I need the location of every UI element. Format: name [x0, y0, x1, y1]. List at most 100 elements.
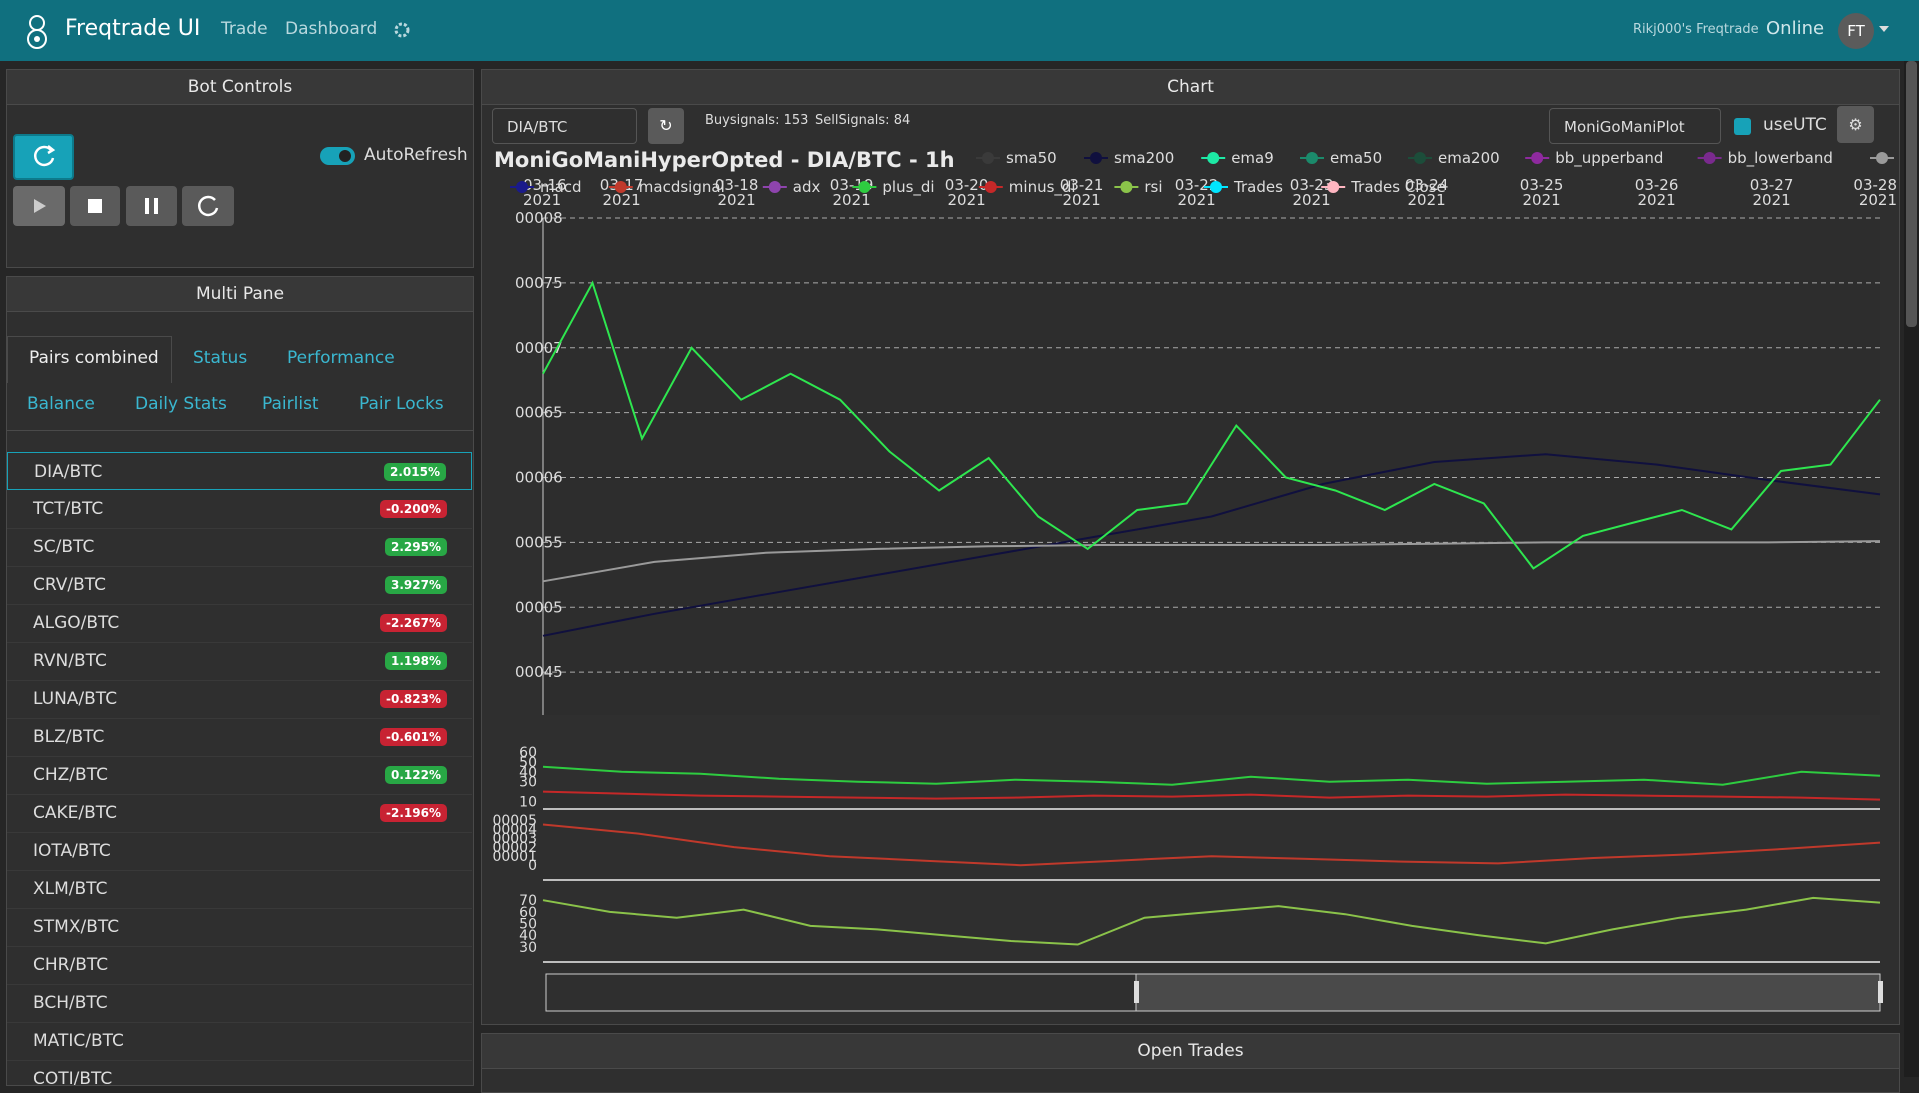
- legend-label: ema200: [1438, 149, 1500, 167]
- tab[interactable]: Daily Stats: [135, 394, 227, 414]
- profit-badge: -0.200%: [380, 500, 447, 518]
- settings-button[interactable]: ⚙: [1837, 106, 1874, 143]
- strategy-select[interactable]: MoniGoManiPlot: [1549, 108, 1721, 144]
- pair-row[interactable]: IOTA/BTC: [7, 832, 472, 871]
- card-title: Multi Pane: [7, 277, 473, 312]
- pair-row[interactable]: CHR/BTC: [7, 946, 472, 985]
- pane-tick-label: 0: [528, 858, 537, 874]
- pair-list: DIA/BTC 2.015% TCT/BTC -0.200% SC/BTC 2.295% C…: [7, 452, 473, 1086]
- pair-row[interactable]: CHZ/BTC 0.122%: [7, 756, 472, 795]
- pair-row[interactable]: BLZ/BTC -0.601%: [7, 718, 472, 757]
- x-tick-date: 03-18: [715, 176, 759, 194]
- x-tick-year: 2021: [1178, 191, 1216, 209]
- tab[interactable]: Pair Locks: [359, 394, 444, 414]
- start-button[interactable]: [13, 186, 65, 226]
- legend-label: plus_di: [882, 178, 934, 197]
- legend-marker: [1414, 152, 1426, 164]
- x-tick-year: 2021: [1859, 191, 1897, 209]
- legend-label: macd: [540, 178, 582, 196]
- stop-button[interactable]: [70, 186, 120, 226]
- tab[interactable]: Status: [193, 348, 248, 368]
- y-tick-label: 00006: [515, 469, 563, 487]
- brand[interactable]: Freqtrade UI: [65, 16, 201, 41]
- pair-name: XLM/BTC: [33, 879, 108, 899]
- refresh-button[interactable]: [13, 134, 74, 180]
- pause-button[interactable]: [126, 186, 177, 226]
- icon: [197, 195, 219, 217]
- pane-tick-label: 40: [519, 928, 537, 944]
- pair-row[interactable]: CAKE/BTC -2.196%: [7, 794, 472, 833]
- legend-label: Trades Close: [1350, 178, 1446, 196]
- scroll-thumb[interactable]: [1906, 61, 1917, 327]
- pane-tick-label: 00005: [492, 813, 537, 829]
- pair-name: LUNA/BTC: [33, 689, 118, 709]
- tab[interactable]: Balance: [27, 394, 95, 414]
- y-tick-label: 00007: [515, 339, 563, 357]
- pair-row[interactable]: MATIC/BTC: [7, 1022, 472, 1061]
- avatar[interactable]: FT: [1838, 13, 1874, 49]
- pair-select[interactable]: DIA/BTC: [492, 108, 637, 144]
- utc-checkbox[interactable]: [1734, 118, 1751, 135]
- tab-divider: [7, 430, 473, 431]
- tab[interactable]: Performance: [287, 348, 395, 368]
- pair-row[interactable]: XLM/BTC: [7, 870, 472, 909]
- tab[interactable]: Pairs combined: [29, 348, 159, 368]
- legend-marker: [984, 181, 997, 193]
- legend-label: ema9: [1231, 149, 1274, 167]
- pair-row[interactable]: LUNA/BTC -0.823%: [7, 680, 472, 719]
- legend-label: macdsignal: [639, 178, 725, 196]
- legend-marker: [1531, 152, 1544, 164]
- tab[interactable]: Pairlist: [262, 394, 319, 414]
- x-tick-date: 03-16: [523, 176, 567, 194]
- y-tick-label: 00005: [515, 598, 563, 616]
- pair-name: CHR/BTC: [33, 955, 109, 975]
- pair-row[interactable]: STMX/BTC: [7, 908, 472, 947]
- pair-name: BCH/BTC: [33, 993, 108, 1013]
- pair-name: RVN/BTC: [33, 651, 107, 671]
- icon: [33, 145, 56, 167]
- x-tick-year: 2021: [1753, 191, 1791, 209]
- legend-marker: [516, 181, 528, 193]
- legend-marker: [1207, 152, 1220, 164]
- slider-handle: [1134, 981, 1139, 1003]
- legend-marker: [768, 181, 781, 193]
- chart-refresh[interactable]: ↻: [648, 108, 684, 144]
- reload-button[interactable]: [182, 186, 234, 226]
- legend-marker: [1090, 152, 1102, 164]
- x-tick-date: 03-26: [1635, 176, 1679, 194]
- toggle[interactable]: [320, 147, 355, 165]
- pair-row[interactable]: RVN/BTC 1.198%: [7, 642, 472, 681]
- pair-row[interactable]: BCH/BTC: [7, 984, 472, 1023]
- theme-toggle[interactable]: [393, 21, 411, 39]
- bot-controls: Bot Controls AutoRefresh: [6, 69, 474, 268]
- legend-marker: [1876, 152, 1888, 164]
- pair-row[interactable]: ALGO/BTC -2.267%: [7, 604, 472, 643]
- pair-row[interactable]: COTI/BTC: [7, 1060, 472, 1086]
- multi-pane: Multi Pane Pairs combined Status Performan…: [6, 276, 474, 1086]
- chart-title: MoniGoManiHyperOpted - DIA/BTC - 1h: [494, 148, 955, 172]
- legend-label: Trades: [1233, 178, 1283, 196]
- utc-label: useUTC: [1763, 115, 1827, 135]
- pair-row[interactable]: SC/BTC 2.295%: [7, 528, 472, 567]
- y-tick-label: 00045: [515, 663, 563, 681]
- pair-row[interactable]: DIA/BTC 2.015%: [7, 452, 472, 490]
- chart-card: Chart DIA/BTC ↻ Buysignals: 153 SellSign…: [481, 69, 1900, 1025]
- pair-row[interactable]: CRV/BTC 3.927%: [7, 566, 472, 605]
- x-tick-year: 2021: [603, 191, 641, 209]
- pair-name: IOTA/BTC: [33, 841, 111, 861]
- nav-link[interactable]: Dashboard: [285, 19, 378, 39]
- legend-marker: [614, 181, 627, 193]
- pane-tick-label: 30: [519, 940, 537, 956]
- nav-link[interactable]: Trade: [221, 19, 268, 39]
- main-plot: 00008 00075 00007 00065 00006 00055 00005 00045: [515, 209, 1881, 715]
- price-line: [542, 540, 1881, 583]
- pair-row[interactable]: TCT/BTC -0.200%: [7, 490, 472, 529]
- profit-badge: 3.927%: [385, 576, 447, 594]
- pair-name: COTI/BTC: [33, 1069, 113, 1086]
- icon: [88, 199, 102, 213]
- x-tick-year: 2021: [1638, 191, 1676, 209]
- price-line: [542, 453, 1881, 637]
- pane-tick-label: 00003: [492, 831, 537, 847]
- legend-marker: [1703, 152, 1716, 164]
- pair-name: CHZ/BTC: [33, 765, 108, 785]
